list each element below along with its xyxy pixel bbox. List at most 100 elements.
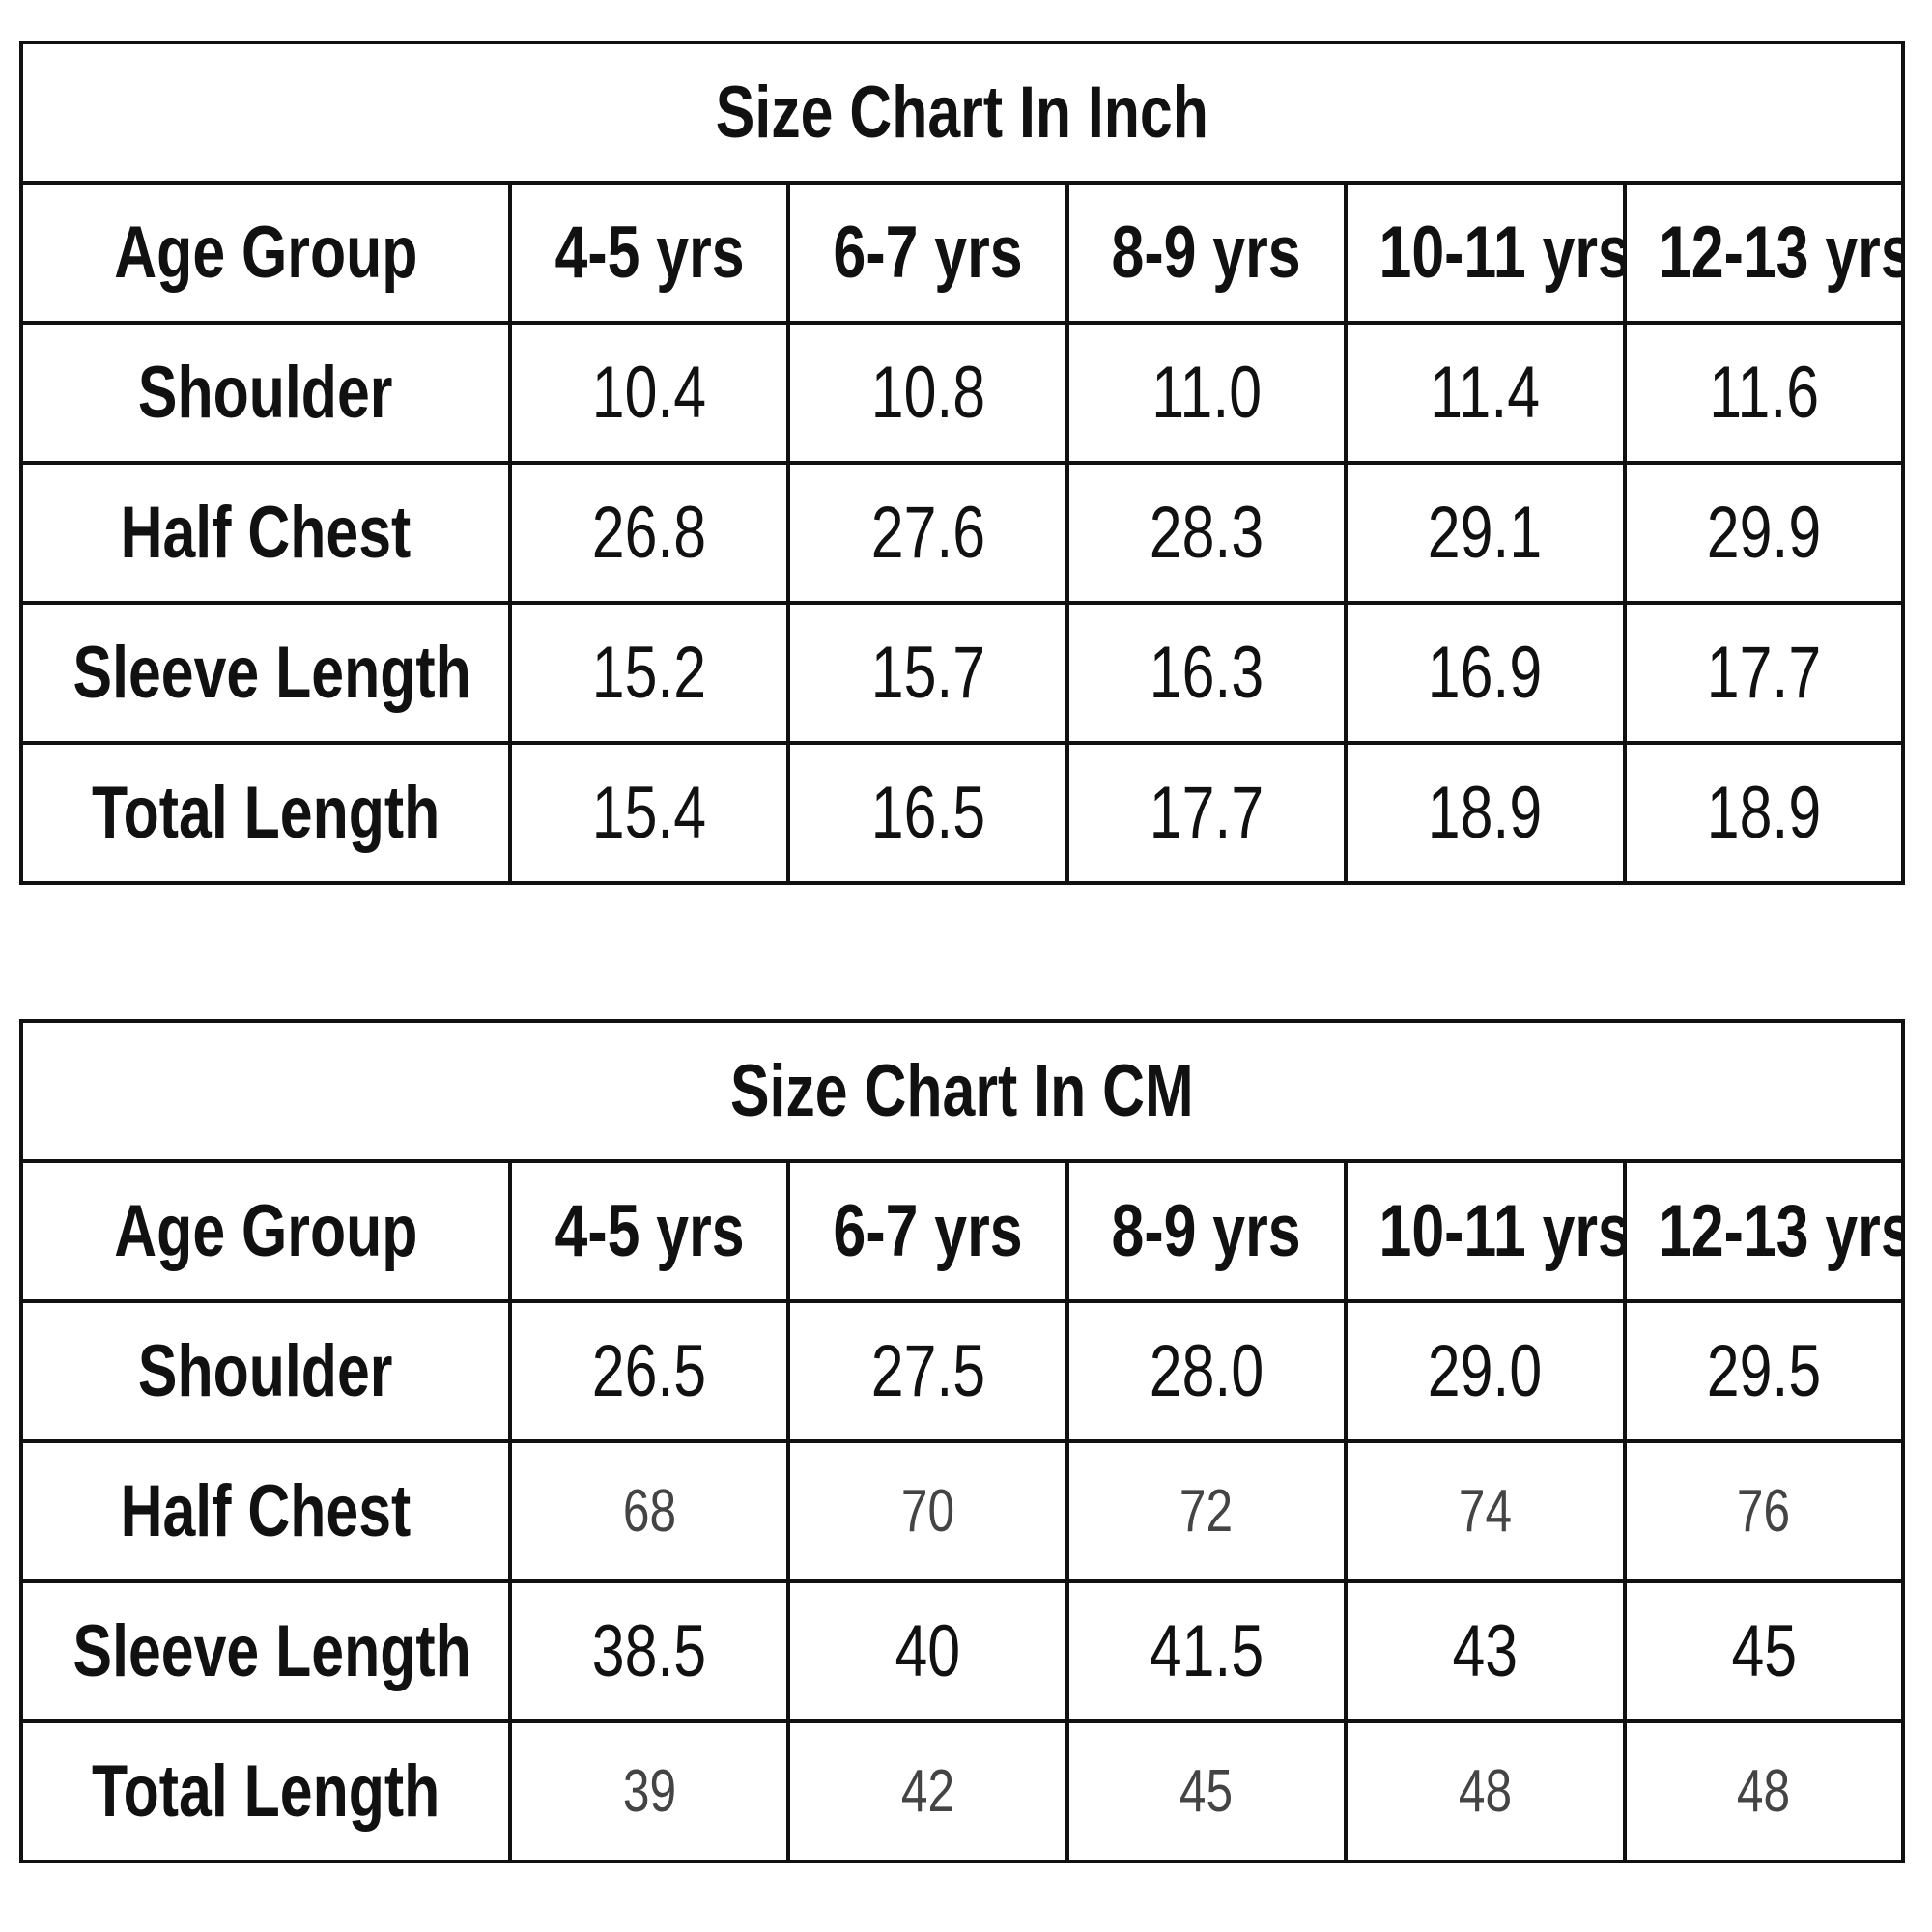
value-cell-text: 18.9 [1706, 772, 1821, 854]
value-cell: 76 [1622, 1439, 1906, 1583]
value-cell-text: 11.0 [1151, 352, 1262, 434]
value-cell: 29.1 [1344, 461, 1627, 605]
value-cell-text: 16.5 [870, 772, 985, 854]
value-cell-text: 15.7 [870, 632, 985, 714]
data-row: Sleeve Length 38.5 40 41.5 43 45 [19, 1579, 1906, 1723]
header-cell: 4-5 yrs [507, 1159, 791, 1303]
header-cell: 8-9 yrs [1065, 181, 1349, 325]
value-cell: 27.6 [786, 461, 1069, 605]
row-label-text: Shoulder [138, 1330, 393, 1412]
row-label-text: Shoulder [138, 352, 393, 434]
value-cell: 68 [507, 1439, 791, 1583]
table-title: Size Chart In CM [19, 1019, 1905, 1163]
row-label: Shoulder [19, 321, 512, 465]
value-cell-text: 28.0 [1149, 1330, 1264, 1412]
data-row: Total Length 39 42 45 48 48 [19, 1719, 1906, 1863]
value-cell-text: 74 [1458, 1478, 1512, 1545]
value-cell: 16.9 [1344, 601, 1627, 745]
header-cell-text: 10-11 yrs [1378, 212, 1625, 294]
value-cell: 15.7 [786, 601, 1069, 745]
header-row: Age Group 4-5 yrs 6-7 yrs 8-9 yrs 10-11 yrs 1… [19, 181, 1906, 325]
value-cell-text: 38.5 [592, 1610, 707, 1692]
header-cell-text: 8-9 yrs [1111, 1190, 1302, 1272]
value-cell: 48 [1344, 1719, 1627, 1863]
header-cell-text: Age Group [113, 1190, 418, 1272]
value-cell-text: 10.8 [870, 352, 985, 434]
value-cell-text: 29.5 [1706, 1330, 1821, 1412]
table-title-text: Size Chart In CM [730, 1050, 1194, 1132]
header-cell: Age Group [19, 181, 512, 325]
header-cell-text: 6-7 yrs [833, 1190, 1023, 1272]
row-label-text: Total Length [91, 772, 440, 854]
value-cell: 26.8 [507, 461, 791, 605]
value-cell: 72 [1065, 1439, 1349, 1583]
value-cell: 29.9 [1622, 461, 1906, 605]
size-table: Size Chart In Inch Age Group 4-5 yrs 6-7 yr… [19, 41, 1906, 885]
value-cell-text: 17.7 [1149, 772, 1264, 854]
value-cell: 70 [786, 1439, 1069, 1583]
value-cell: 28.0 [1065, 1299, 1349, 1443]
row-label: Half Chest [19, 1439, 512, 1583]
value-cell-text: 28.3 [1149, 492, 1264, 574]
header-cell: 10-11 yrs [1344, 1159, 1627, 1303]
value-cell: 41.5 [1065, 1579, 1349, 1723]
value-cell-text: 18.9 [1428, 772, 1543, 854]
value-cell-text: 17.7 [1706, 632, 1821, 714]
value-cell-text: 11.6 [1708, 352, 1819, 434]
value-cell: 45 [1622, 1579, 1906, 1723]
header-cell-text: 10-11 yrs [1378, 1190, 1625, 1272]
data-row: Half Chest 68 70 72 74 76 [19, 1439, 1906, 1583]
header-cell: 6-7 yrs [786, 181, 1069, 325]
header-cell-text: 12-13 yrs [1658, 212, 1903, 294]
row-label-text: Sleeve Length [72, 1610, 471, 1692]
value-cell: 29.0 [1344, 1299, 1627, 1443]
value-cell: 11.4 [1344, 321, 1627, 465]
value-cell: 18.9 [1344, 741, 1627, 885]
table-title-text: Size Chart In Inch [715, 71, 1209, 154]
value-cell: 42 [786, 1719, 1069, 1863]
header-cell-text: 4-5 yrs [554, 1190, 745, 1272]
header-cell: 6-7 yrs [786, 1159, 1069, 1303]
header-cell-text: 6-7 yrs [833, 212, 1023, 294]
header-cell: 10-11 yrs [1344, 181, 1627, 325]
value-cell: 10.8 [786, 321, 1069, 465]
value-cell: 16.3 [1065, 601, 1349, 745]
value-cell-text: 15.4 [592, 772, 707, 854]
header-cell-text: 12-13 yrs [1658, 1190, 1903, 1272]
value-cell: 39 [507, 1719, 791, 1863]
value-cell-text: 26.5 [592, 1330, 707, 1412]
value-cell-text: 45 [1730, 1610, 1797, 1692]
row-label: Sleeve Length [19, 1579, 512, 1723]
value-cell: 11.0 [1065, 321, 1349, 465]
data-row: Sleeve Length 15.2 15.7 16.3 16.9 17.7 [19, 601, 1906, 745]
title-row: Size Chart In Inch [19, 41, 1905, 185]
header-cell-text: Age Group [113, 212, 418, 294]
value-cell-text: 10.4 [592, 352, 707, 434]
header-cell: 8-9 yrs [1065, 1159, 1349, 1303]
data-row: Half Chest 26.8 27.6 28.3 29.1 29.9 [19, 461, 1906, 605]
value-cell: 16.5 [786, 741, 1069, 885]
value-cell-text: 43 [1452, 1610, 1519, 1692]
table-title: Size Chart In Inch [19, 41, 1905, 185]
row-label: Total Length [19, 741, 512, 885]
value-cell: 38.5 [507, 1579, 791, 1723]
value-cell-text: 27.6 [870, 492, 985, 574]
row-label: Sleeve Length [19, 601, 512, 745]
value-cell-text: 42 [900, 1758, 955, 1825]
value-cell: 10.4 [507, 321, 791, 465]
value-cell: 26.5 [507, 1299, 791, 1443]
header-cell: Age Group [19, 1159, 512, 1303]
row-label: Total Length [19, 1719, 512, 1863]
header-cell: 4-5 yrs [507, 181, 791, 325]
value-cell-text: 45 [1179, 1758, 1234, 1825]
value-cell: 15.2 [507, 601, 791, 745]
title-row: Size Chart In CM [19, 1019, 1905, 1163]
row-label-text: Half Chest [120, 492, 412, 574]
header-row: Age Group 4-5 yrs 6-7 yrs 8-9 yrs 10-11 yrs 1… [19, 1159, 1906, 1303]
data-row: Shoulder 10.4 10.8 11.0 11.4 11.6 [19, 321, 1906, 465]
value-cell-text: 15.2 [592, 632, 707, 714]
value-cell-text: 40 [895, 1610, 961, 1692]
header-cell-text: 4-5 yrs [554, 212, 745, 294]
value-cell-text: 39 [622, 1758, 676, 1825]
